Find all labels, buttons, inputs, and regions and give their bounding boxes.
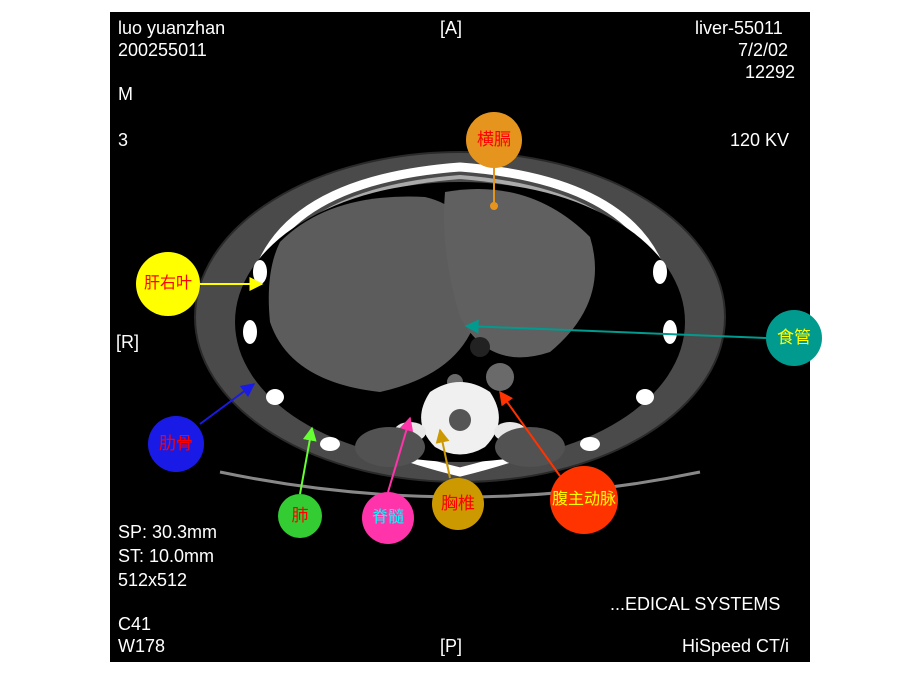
orient-r: [R] [116, 332, 139, 353]
scanner-model: HiSpeed CT/i [682, 636, 789, 657]
label-text: 脊髓 [372, 509, 404, 527]
orient-p: [P] [440, 636, 462, 657]
label-diaphragm: 横膈 [466, 112, 522, 168]
slice-number: 3 [118, 130, 128, 151]
label-liver-right: 肝右叶 [136, 252, 200, 316]
study-date: 7/2/02 [738, 40, 788, 61]
label-text: 食管 [777, 329, 811, 348]
sp-value: SP: 30.3mm [118, 522, 217, 543]
label-spinal-cord: 脊髓 [362, 492, 414, 544]
label-esophagus: 食管 [766, 310, 822, 366]
label-text: 横膈 [477, 131, 511, 150]
vendor-label: ...EDICAL SYSTEMS [610, 594, 780, 615]
label-aorta: 腹主动脉 [550, 466, 618, 534]
label-lung: 肺 [278, 494, 322, 538]
label-text: 肋骨 [159, 435, 193, 454]
label-text: 胸椎 [441, 495, 475, 514]
window-w: W178 [118, 636, 165, 657]
label-text: 腹主动脉 [552, 491, 616, 509]
kv-value: 120 KV [730, 130, 789, 151]
label-text: 肝右叶 [144, 275, 192, 293]
acq-number: 12292 [745, 62, 795, 83]
window-c: C41 [118, 614, 151, 635]
patient-id: 200255011 [118, 40, 207, 61]
label-text: 肺 [292, 507, 309, 526]
label-rib: 肋骨 [148, 416, 204, 472]
label-thoracic-vert: 胸椎 [432, 478, 484, 530]
st-value: ST: 10.0mm [118, 546, 214, 567]
orient-a: [A] [440, 18, 462, 39]
ct-slice [190, 142, 730, 502]
matrix-value: 512x512 [118, 570, 187, 591]
patient-name: luo yuanzhan [118, 18, 225, 39]
series-name: liver-55011 [695, 18, 783, 39]
patient-sex: M [118, 84, 133, 105]
ct-viewport: luo yuanzhan 200255011 M 3 [A] liver-550… [110, 12, 810, 662]
